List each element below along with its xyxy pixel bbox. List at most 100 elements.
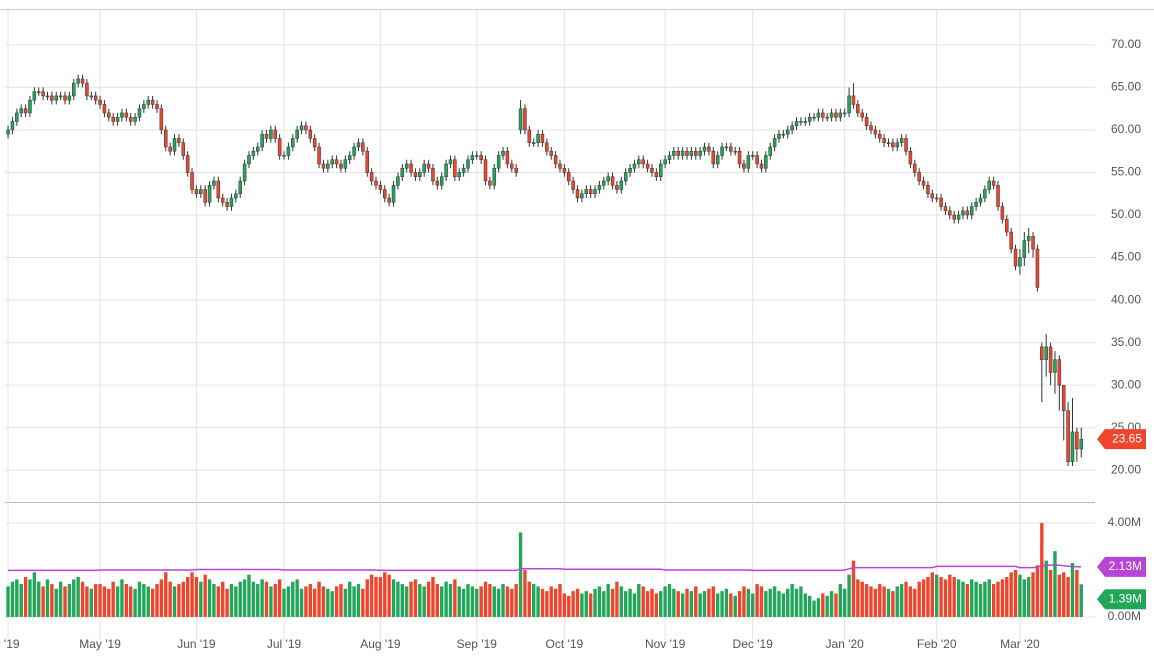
candle-body (76, 78, 80, 84)
candle-body (111, 116, 115, 122)
grid (5, 10, 1095, 640)
candle-body (164, 129, 168, 148)
candle-body (448, 159, 453, 165)
volume-bar (637, 584, 641, 617)
candle-body (1053, 359, 1057, 373)
volume-bar (404, 586, 409, 617)
candle-body (133, 116, 137, 122)
candle-body (6, 129, 10, 135)
volume-bar (269, 586, 273, 617)
candle-body (1040, 346, 1044, 360)
volume-bar (190, 572, 194, 617)
volume-bar (645, 591, 650, 617)
volume-bar (400, 584, 404, 617)
candle-body (435, 180, 440, 186)
candle-body (685, 150, 689, 156)
y-tick-label: 60.00 (1111, 122, 1141, 136)
candle-body (80, 78, 85, 84)
candle-body (623, 172, 628, 182)
candle-body (93, 95, 98, 101)
candle-body (807, 116, 812, 122)
volume-bar (514, 584, 518, 617)
candle-body (956, 214, 961, 220)
candle-body (343, 159, 348, 169)
candle-body (444, 163, 448, 177)
candle-body (1075, 431, 1079, 450)
volume-bar (829, 591, 834, 617)
volume-bar (155, 584, 159, 617)
volume-bar (991, 584, 996, 617)
candle-body (496, 155, 501, 169)
volume-bar (781, 593, 786, 617)
volume-bar (339, 584, 343, 617)
volume-bar (172, 586, 177, 617)
volume-bar (821, 593, 825, 617)
candle-body (199, 189, 203, 194)
candle-body (505, 150, 510, 165)
candle-body (339, 163, 343, 169)
candle-body (404, 163, 409, 169)
candle-body (860, 112, 864, 118)
volume-bar (396, 581, 400, 617)
volume-bar (878, 584, 882, 617)
volume-bar (930, 572, 935, 617)
volume-bar (181, 581, 185, 617)
last-volume-tag: 1.39M (1109, 591, 1142, 605)
candle-body (615, 184, 619, 190)
volume-bar (475, 588, 479, 617)
volume-bar (860, 581, 864, 617)
volume-bar (19, 584, 23, 617)
volume-bar (847, 574, 851, 617)
y-tick-label: 45.00 (1111, 250, 1141, 264)
candle-body (514, 167, 518, 173)
candle-body (864, 116, 869, 126)
candle-body (952, 214, 956, 220)
candle-body (877, 133, 882, 139)
candle-body (475, 155, 479, 157)
candle-body (847, 95, 851, 114)
volume-bar (343, 588, 348, 617)
candle-body (606, 176, 610, 182)
volume-bar (470, 586, 475, 617)
y-tick-label: 55.00 (1111, 165, 1141, 179)
y2-tick-label: 4.00M (1108, 515, 1141, 529)
candle-body (650, 167, 654, 173)
volume-bar (203, 574, 207, 617)
volume-bar (308, 584, 313, 617)
volume-bar (111, 581, 115, 617)
candle-body (413, 172, 418, 177)
volume-bar (575, 588, 580, 617)
candle-body (203, 189, 207, 203)
candle-body (983, 189, 987, 199)
candle-body (19, 108, 23, 114)
volume-bar (965, 584, 970, 617)
volume-bar (383, 572, 387, 617)
volume-bar (426, 581, 431, 617)
candle-body (663, 159, 667, 165)
volume-bar (251, 581, 256, 617)
candle-body (181, 142, 186, 156)
y-tick-label: 65.00 (1111, 80, 1141, 94)
volume-bar (680, 593, 685, 617)
candle-body (755, 155, 759, 165)
volume-bar (702, 591, 707, 617)
candle-body (549, 150, 553, 156)
volume-bar (466, 584, 470, 617)
candle-body (987, 180, 992, 190)
candle-body (790, 125, 794, 131)
x-tick-label: r '19 (0, 637, 20, 651)
volume-bar (619, 586, 624, 617)
x-tick-label: Feb '20 (917, 637, 957, 651)
volume-bar (899, 584, 904, 617)
volume-bar (751, 593, 755, 617)
candle-body (41, 91, 45, 97)
candle-body (803, 121, 808, 123)
volume-bar (10, 581, 15, 617)
volume-bar (378, 577, 383, 617)
candle-body (842, 112, 847, 115)
volume-bar (422, 586, 426, 617)
candle-body (939, 197, 943, 207)
volume-bar (663, 586, 667, 617)
volume-bar (956, 579, 961, 617)
candle-body (483, 159, 488, 182)
